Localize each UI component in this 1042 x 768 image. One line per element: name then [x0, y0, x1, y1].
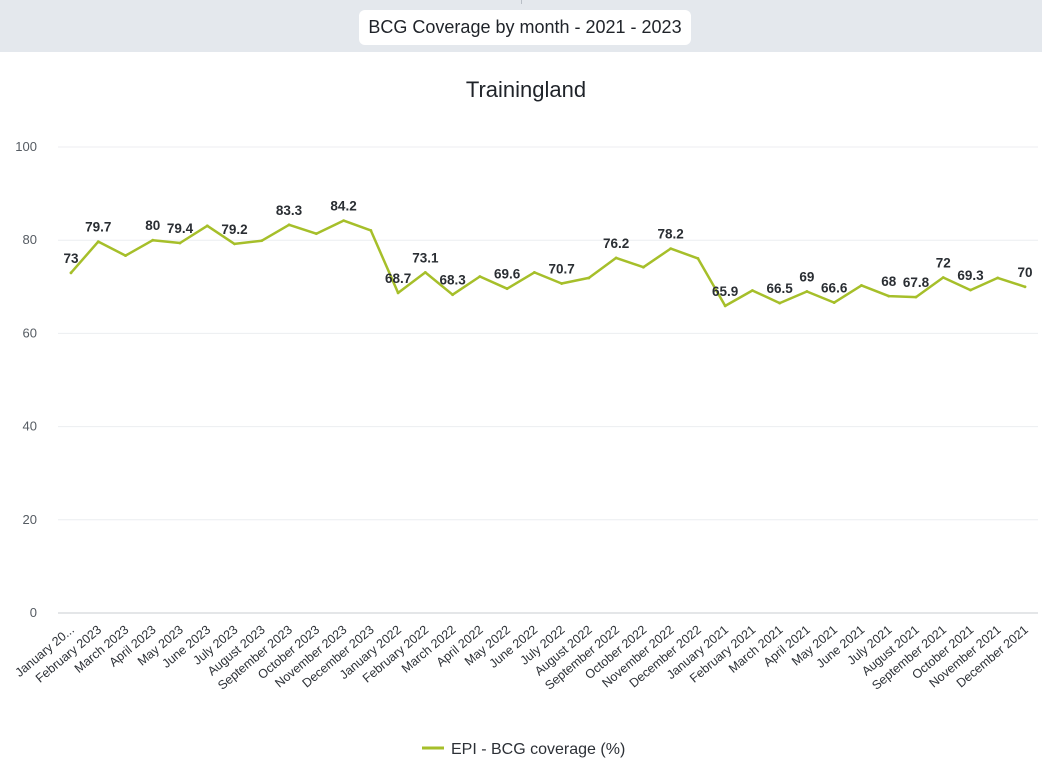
data-point: [287, 223, 291, 227]
legend[interactable]: EPI - BCG coverage (%): [422, 741, 625, 758]
data-label: 78.2: [658, 227, 684, 242]
grid-lines: [58, 146, 1038, 614]
data-point: [260, 239, 264, 243]
data-label: 72: [936, 255, 951, 270]
data-label: 66.5: [767, 281, 794, 296]
data-label: 79.2: [221, 222, 247, 237]
data-labels: 73 79.7 80 79.4 79.2 83.3 84.2 68.773.168.3 69.6…: [63, 199, 1032, 299]
data-point: [478, 275, 482, 278]
chart-title: Trainingland: [466, 77, 586, 102]
data-label: 65.9: [712, 284, 738, 299]
data-label: 70.7: [548, 262, 574, 277]
data-point: [423, 270, 427, 274]
data-point: [233, 242, 236, 246]
data-label: 73.1: [412, 250, 439, 265]
data-point: [96, 240, 100, 243]
data-label: 83.3: [276, 203, 303, 218]
data-label: 69.3: [957, 268, 984, 283]
y-tick-label: 40: [23, 419, 37, 434]
data-point: [369, 229, 373, 232]
data-point: [587, 276, 591, 280]
data-label: 73: [63, 251, 79, 266]
data-label: 68.7: [385, 271, 411, 286]
data-point: [205, 224, 209, 228]
data-point: [505, 287, 509, 291]
y-axis: 0 20 40 60 80 100: [15, 139, 37, 620]
data-point: [396, 291, 400, 295]
data-label: 68: [881, 274, 897, 289]
data-label: 76.2: [603, 236, 629, 251]
data-point: [669, 247, 673, 250]
legend-label: EPI - BCG coverage (%): [451, 741, 625, 758]
data-point: [451, 293, 454, 297]
data-point: [151, 238, 155, 242]
data-point: [124, 254, 127, 257]
data-point: [996, 276, 1000, 280]
data-label: 70: [1017, 265, 1032, 280]
data-label: 69.6: [494, 267, 521, 282]
data-point: [178, 241, 182, 245]
data-point: [941, 276, 945, 279]
data-label: 67.8: [903, 275, 930, 290]
data-label: 68.3: [439, 273, 466, 288]
data-point: [778, 301, 782, 305]
data-label: 84.2: [330, 199, 356, 214]
data-point: [1023, 285, 1027, 289]
data-label: 66.6: [821, 281, 848, 296]
data-label: 80: [145, 218, 160, 233]
data-point: [969, 288, 972, 292]
y-tick-label: 0: [30, 605, 37, 620]
header-divider: [521, 0, 522, 4]
data-point: [887, 294, 891, 298]
data-point: [342, 219, 345, 223]
series-line: [69, 219, 1027, 308]
data-point: [805, 290, 809, 293]
data-point: [642, 265, 645, 269]
data-point: [832, 301, 836, 305]
data-label: 69: [799, 269, 814, 284]
data-point: [696, 256, 700, 260]
data-point: [723, 304, 727, 308]
y-tick-label: 20: [23, 512, 37, 527]
data-point: [69, 271, 73, 275]
series-group: [69, 219, 1027, 308]
y-tick-label: 100: [15, 139, 37, 154]
line-chart: Trainingland 0 20 40 60 80 100 January 20...F…: [13, 77, 1038, 758]
data-label: 79.4: [167, 221, 194, 236]
y-tick-label: 80: [23, 232, 37, 247]
data-point: [751, 289, 754, 292]
data-point: [860, 284, 863, 287]
chart-header-title: BCG Coverage by month - 2021 - 2023: [359, 10, 691, 45]
data-point: [560, 282, 564, 285]
data-point: [914, 295, 918, 299]
data-point: [532, 270, 536, 274]
data-point: [314, 232, 318, 236]
data-point: [614, 256, 618, 260]
y-tick-label: 60: [23, 325, 37, 340]
data-label: 79.7: [85, 220, 111, 235]
